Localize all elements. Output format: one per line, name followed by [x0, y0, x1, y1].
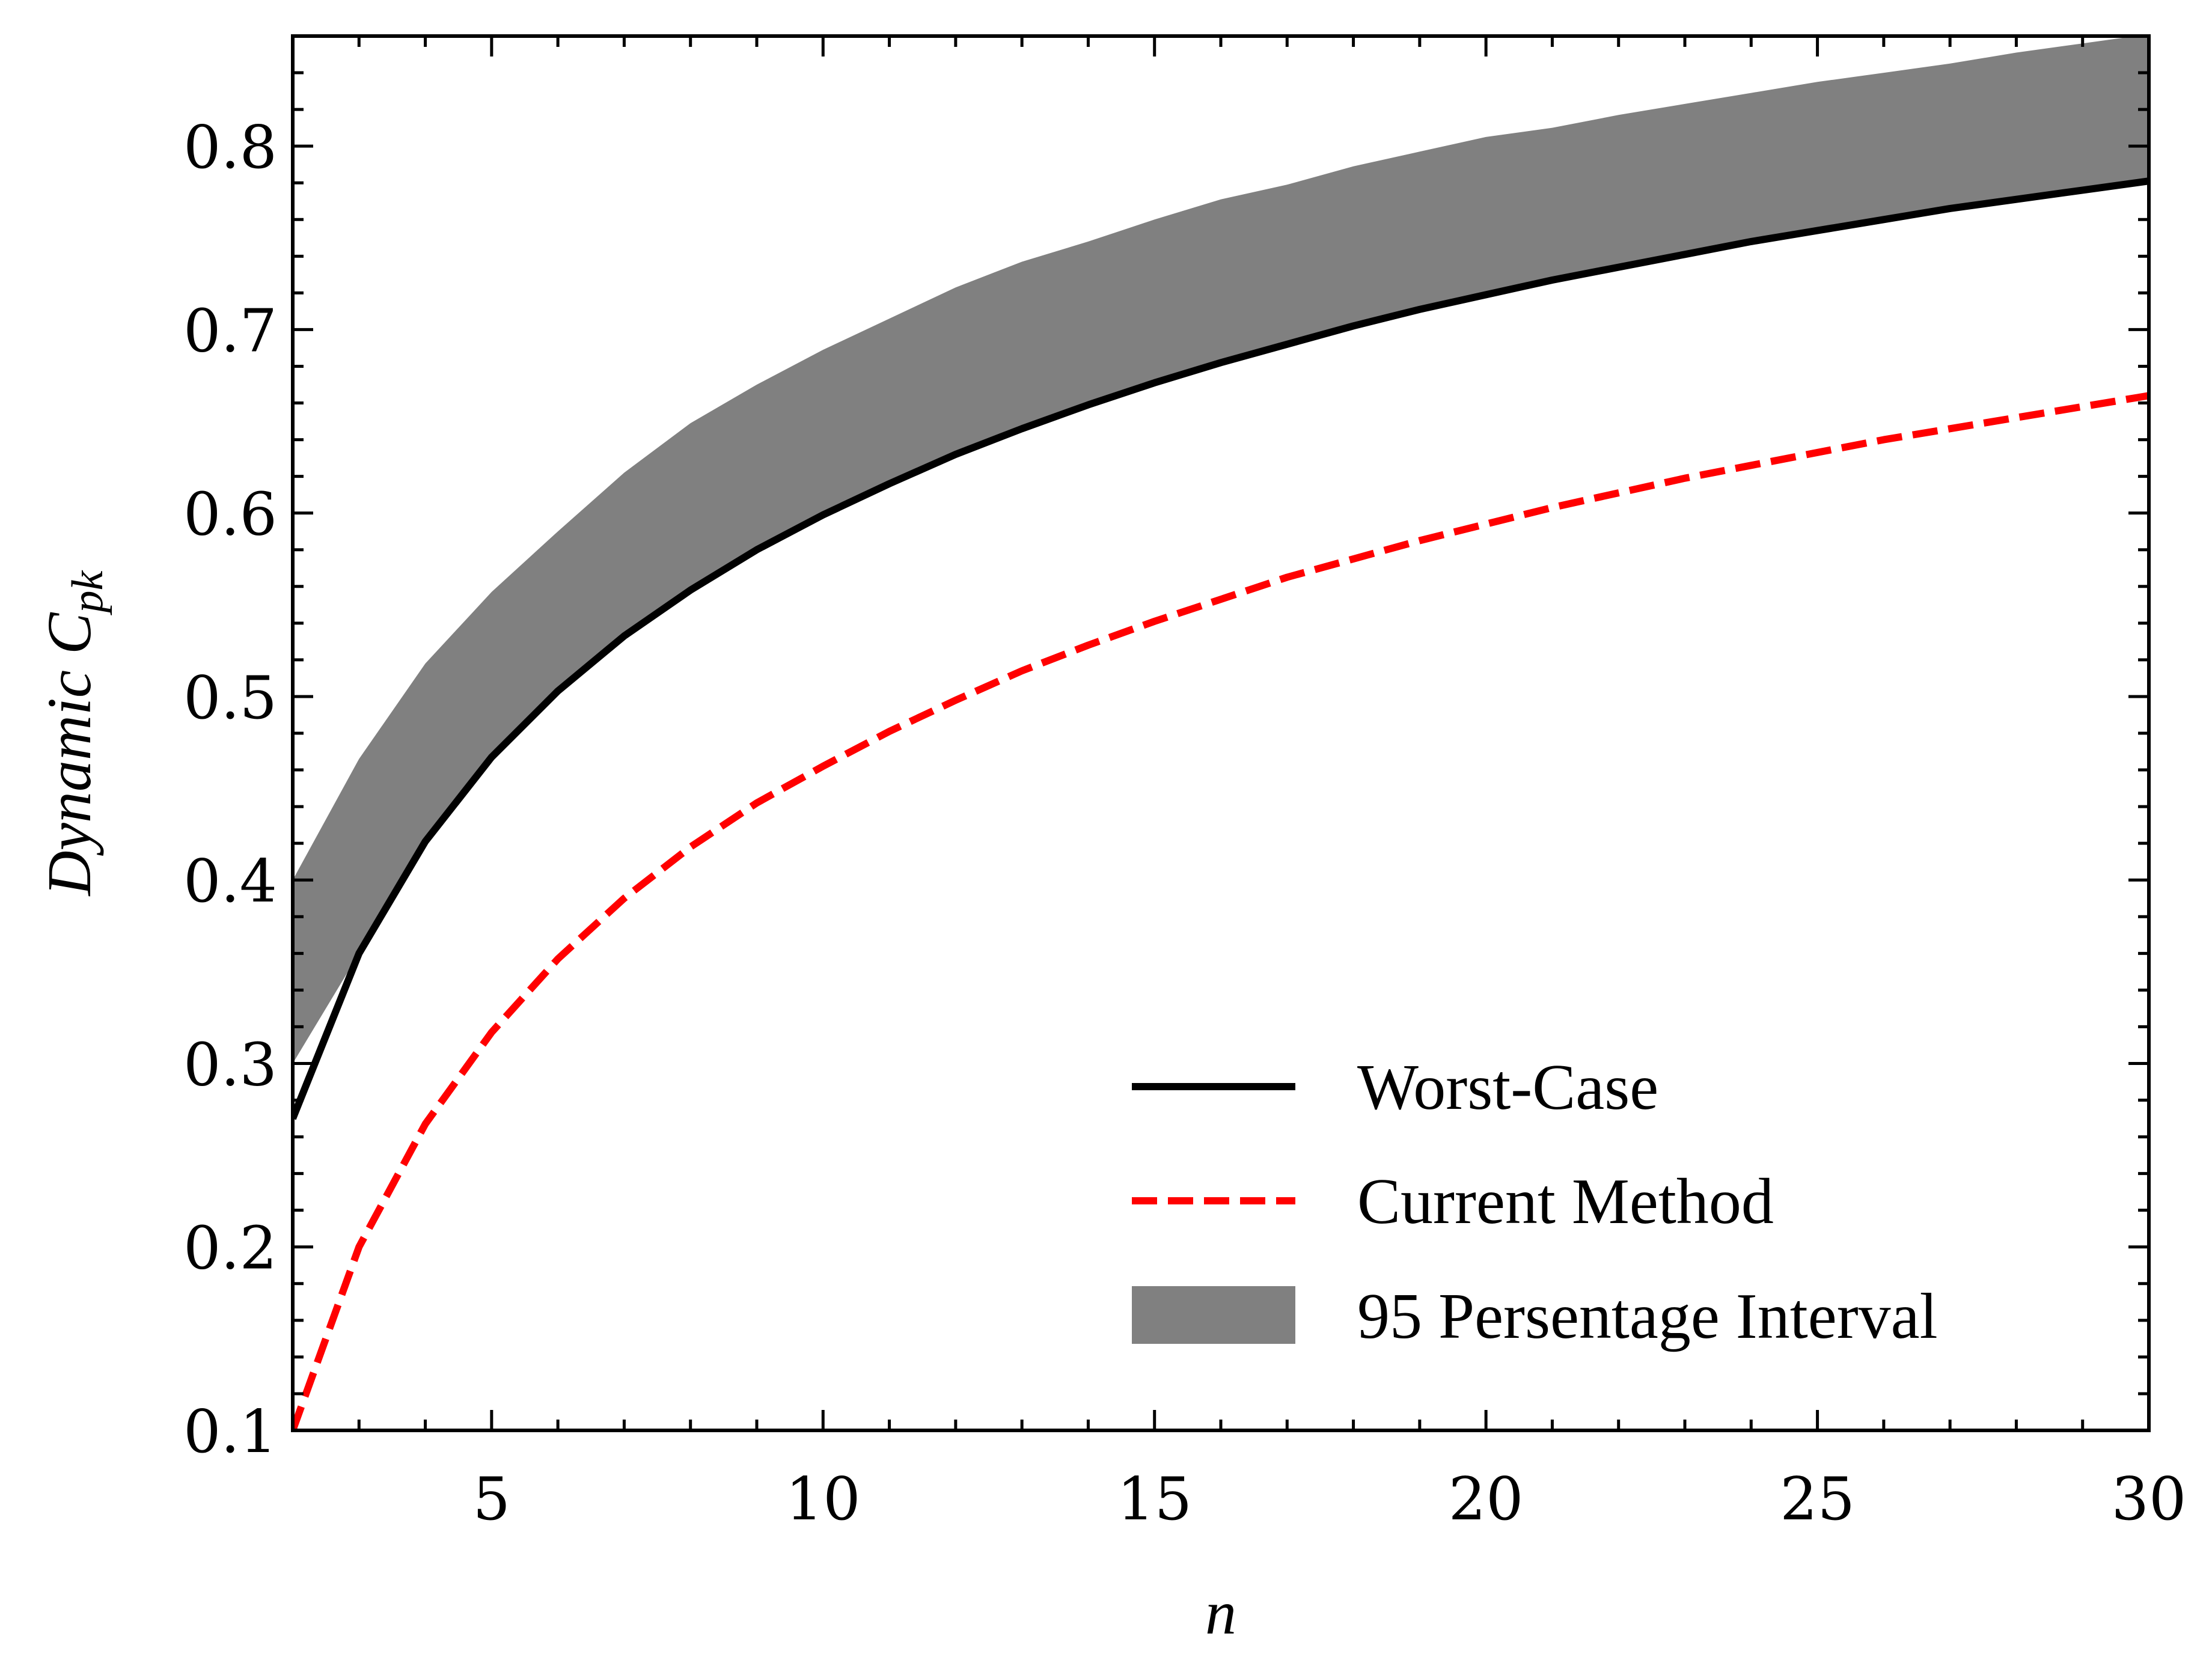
- y-axis-title-subscript: pk: [63, 570, 112, 616]
- y-axis-title-main: Dynamic C: [35, 612, 104, 897]
- plot-frame: [291, 34, 2151, 1432]
- x-tick-label: 30: [2112, 1465, 2187, 1534]
- x-tick-label: 5: [473, 1465, 510, 1534]
- x-tick-labels: 5 10 15 20 25 30: [473, 1465, 2187, 1534]
- x-tick-label: 15: [1117, 1465, 1192, 1534]
- band-95-interval: [293, 36, 2149, 1064]
- y-tick-label: 0.8: [183, 114, 277, 182]
- plot-area: [293, 36, 2149, 1430]
- y-tick-label: 0.6: [183, 481, 277, 549]
- series-line-current-method: [293, 392, 2149, 1430]
- y-tick-label: 0.2: [183, 1215, 277, 1283]
- series-line-worst-case: [293, 177, 2149, 1120]
- y-tick-label: 0.5: [183, 664, 277, 733]
- y-axis-title: Dynamic Cpk: [35, 570, 112, 897]
- legend: Worst-Case Current Method 95 Persentage …: [1132, 1052, 1938, 1352]
- y-tick-label: 0.7: [183, 297, 277, 365]
- legend-label-interval: 95 Persentage Interval: [1357, 1281, 1938, 1352]
- x-tick-label: 20: [1449, 1465, 1524, 1534]
- x-tick-label: 25: [1780, 1465, 1855, 1534]
- x-axis-title: n: [1205, 1578, 1236, 1647]
- y-tick-labels: 0.1 0.2 0.3 0.4 0.5 0.6 0.7 0.8: [183, 114, 277, 1466]
- y-tick-label: 0.1: [183, 1398, 277, 1466]
- y-tick-label: 0.3: [183, 1031, 277, 1099]
- x-tick-label: 10: [786, 1465, 861, 1534]
- y-tick-label: 0.4: [183, 847, 277, 916]
- legend-label-worst-case: Worst-Case: [1357, 1052, 1658, 1123]
- legend-label-current-method: Current Method: [1357, 1166, 1774, 1237]
- legend-swatch-interval: [1132, 1286, 1295, 1344]
